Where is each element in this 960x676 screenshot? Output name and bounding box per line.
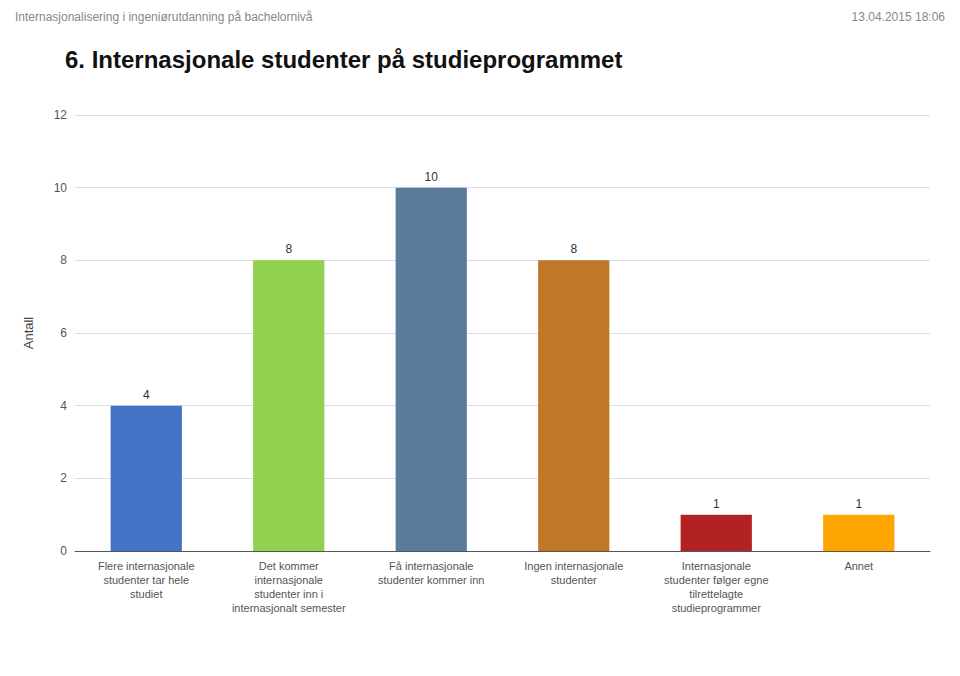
svg-text:studenter kommer inn: studenter kommer inn bbox=[378, 574, 484, 586]
svg-text:1: 1 bbox=[855, 497, 862, 511]
svg-text:6: 6 bbox=[60, 326, 67, 340]
svg-text:10: 10 bbox=[54, 181, 68, 195]
svg-text:Det kommer: Det kommer bbox=[259, 560, 319, 572]
svg-text:tilrettelagte: tilrettelagte bbox=[689, 588, 743, 600]
svg-text:0: 0 bbox=[60, 544, 67, 558]
svg-text:studenter inn i: studenter inn i bbox=[254, 588, 323, 600]
svg-text:internasjonalt semester: internasjonalt semester bbox=[232, 602, 346, 614]
svg-text:studenter: studenter bbox=[551, 574, 597, 586]
svg-text:studenter følger egne: studenter følger egne bbox=[664, 574, 769, 586]
svg-text:Internasjonalisering i ingeniø: Internasjonalisering i ingeniørutdanning… bbox=[15, 10, 313, 24]
svg-text:internasjonale: internasjonale bbox=[255, 574, 324, 586]
svg-text:Få internasjonale: Få internasjonale bbox=[389, 560, 473, 572]
svg-text:1: 1 bbox=[713, 497, 720, 511]
svg-text:8: 8 bbox=[60, 253, 67, 267]
svg-text:Annet: Annet bbox=[844, 560, 873, 572]
svg-text:8: 8 bbox=[570, 242, 577, 256]
svg-text:13.04.2015 18:06: 13.04.2015 18:06 bbox=[852, 10, 946, 24]
svg-text:studenter tar hele: studenter tar hele bbox=[103, 574, 189, 586]
svg-text:4: 4 bbox=[143, 388, 150, 402]
svg-text:2: 2 bbox=[60, 471, 67, 485]
svg-text:studieprogrammer: studieprogrammer bbox=[672, 602, 762, 614]
svg-text:4: 4 bbox=[60, 399, 67, 413]
svg-text:8: 8 bbox=[285, 242, 292, 256]
svg-text:6. Internasjonale studenter på: 6. Internasjonale studenter på studiepro… bbox=[65, 46, 622, 73]
svg-text:Ingen internasjonale: Ingen internasjonale bbox=[524, 560, 623, 572]
svg-text:Antall: Antall bbox=[21, 317, 36, 350]
svg-text:12: 12 bbox=[54, 108, 68, 122]
svg-text:10: 10 bbox=[425, 170, 439, 184]
svg-text:Flere internasjonale: Flere internasjonale bbox=[98, 560, 195, 572]
svg-text:studiet: studiet bbox=[130, 588, 162, 600]
svg-text:Internasjonale: Internasjonale bbox=[682, 560, 751, 572]
